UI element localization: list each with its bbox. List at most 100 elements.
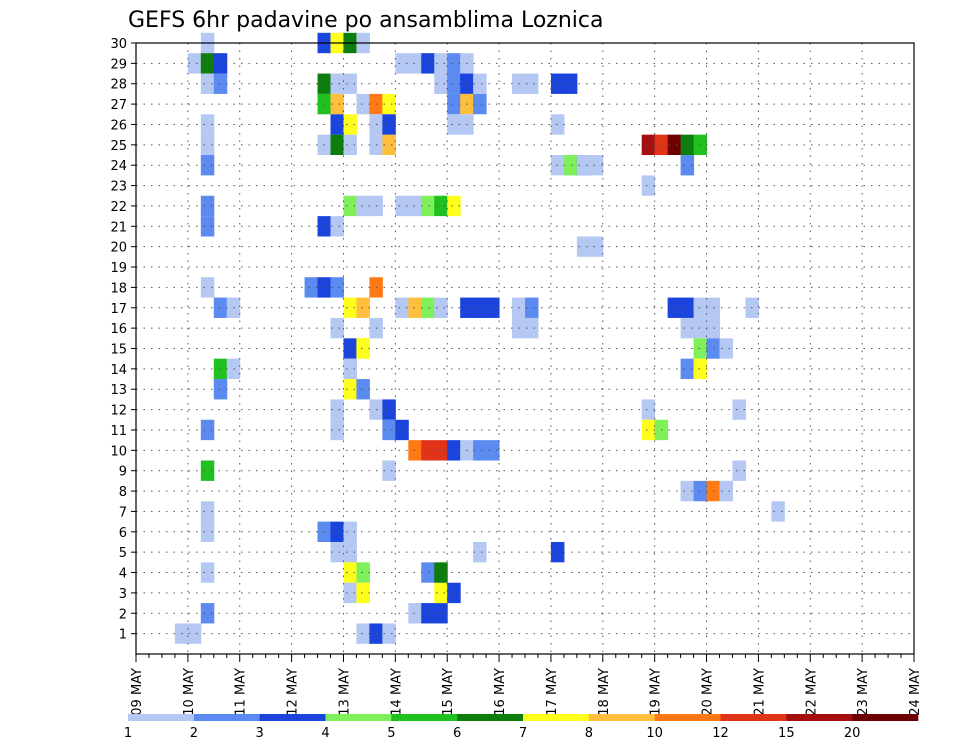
legend-swatch [193,714,260,721]
heatmap-cell [200,134,215,156]
heatmap-cell [641,175,656,196]
x-tick-label: 19 MAY [649,668,664,716]
heatmap-cell [356,338,370,359]
heatmap-cell [447,93,461,115]
heatmap-cell [563,155,578,176]
y-tick-label: 20 [110,241,127,256]
legend-label: 2 [190,726,198,741]
heatmap-cell [330,216,344,237]
heatmap-cell [356,623,370,644]
y-tick-label: 23 [110,180,127,195]
legend-swatch [786,714,853,721]
heatmap-cell [473,297,487,318]
heatmap-cell [356,379,370,400]
heatmap-cell [200,216,215,237]
heatmap-cell [343,297,357,318]
heatmap-cell [693,297,708,318]
heatmap-cell [356,297,370,318]
heatmap-cell [187,53,202,74]
heatmap-cell [680,317,695,339]
x-tick-label: 20 MAY [701,668,716,716]
heatmap-cell [421,297,435,318]
heatmap-cell [525,297,539,318]
x-tick-label: 14 MAY [389,668,404,716]
y-tick-label: 3 [119,587,127,602]
heatmap-cell [589,155,604,176]
heatmap-cell [382,419,396,441]
heatmap-cell [200,521,215,542]
heatmap-cell [447,73,461,94]
x-tick-label: 22 MAY [804,668,819,716]
heatmap-cell [343,379,357,400]
heatmap-cell [395,195,409,217]
heatmap-cell [200,73,215,94]
heatmap-cell [343,338,357,359]
y-tick-label: 16 [110,322,127,337]
heatmap-cell [382,93,396,115]
x-tick-label: 18 MAY [597,668,612,716]
heatmap-cell [550,114,565,135]
heatmap-cell [200,603,215,624]
heatmap-cell [576,236,591,257]
heatmap-cell [408,297,422,318]
heatmap-cell [680,358,695,380]
x-tick-label: 24 MAY [908,668,923,716]
heatmap-cell [408,603,422,624]
heatmap-cell [330,399,344,420]
heatmap-cell [408,53,422,74]
grid-layer [136,42,914,654]
y-tick-label: 8 [119,485,127,500]
y-tick-label: 28 [110,78,127,93]
heatmap-cell [200,195,215,217]
heatmap-cell [550,155,565,176]
heatmap-cell [343,541,357,563]
heatmap-cell [421,603,435,624]
y-tick-label: 29 [110,57,127,72]
heatmap-cell [304,277,319,298]
x-tick-label: 17 MAY [545,668,560,716]
heatmap-cell [395,53,409,74]
heatmap-cell [343,73,357,94]
y-tick-label: 18 [110,281,127,296]
heatmap-cell [525,73,539,94]
heatmap-cell [330,277,344,298]
x-tick-label: 21 MAY [752,668,767,716]
heatmap-cell [330,317,344,339]
heatmap-cell [732,399,746,420]
heatmap-cell [706,338,720,359]
heatmap-cell [434,440,448,461]
y-tick-label: 14 [110,363,127,378]
heatmap-cell [641,399,656,420]
heatmap-cell [343,195,357,217]
legend-swatch [457,714,524,721]
legend-swatch [588,714,655,721]
y-tick-label: 26 [110,118,127,133]
heatmap-cell [382,623,396,644]
x-tick-label: 11 MAY [234,668,249,716]
heatmap-cell [550,73,565,94]
axes-layer: 1234567891011121314151617181920212223242… [110,37,923,716]
heatmap-cell [693,317,708,339]
heatmap-cell [434,195,448,217]
heatmap-cell [693,358,708,380]
y-tick-label: 10 [110,444,127,459]
legend-label: 10 [646,726,663,741]
heatmap-cell [356,93,370,115]
cells-layer [174,32,785,644]
chart-title: GEFS 6hr padavine po ansamblima Loznica [128,8,603,33]
y-tick-label: 9 [119,465,127,480]
heatmap-cell [434,53,448,74]
heatmap-cell [434,582,448,604]
heatmap-cell [200,53,215,74]
legend-label: 8 [585,726,593,741]
heatmap-cell [200,501,215,522]
heatmap-cell [641,134,656,156]
heatmap-cell [706,297,720,318]
heatmap-cell [382,460,396,481]
y-tick-label: 2 [119,607,127,622]
heatmap-cell [641,419,656,441]
x-tick-label: 10 MAY [182,668,197,716]
legend-swatch [654,714,721,721]
heatmap-cell [667,134,682,156]
